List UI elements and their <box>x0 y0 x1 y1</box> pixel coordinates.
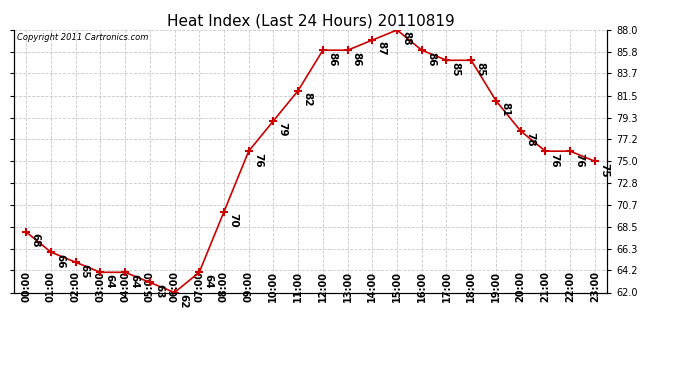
Text: 70: 70 <box>228 213 238 228</box>
Text: 81: 81 <box>500 102 510 117</box>
Text: 86: 86 <box>426 52 436 66</box>
Text: 68: 68 <box>30 233 40 248</box>
Text: 65: 65 <box>80 264 90 278</box>
Text: 62: 62 <box>179 294 188 308</box>
Text: 76: 76 <box>253 153 263 167</box>
Text: 64: 64 <box>129 274 139 288</box>
Text: 88: 88 <box>401 32 411 46</box>
Text: 63: 63 <box>154 284 164 298</box>
Text: 76: 76 <box>549 153 560 167</box>
Text: 64: 64 <box>104 274 115 288</box>
Text: 85: 85 <box>451 62 461 76</box>
Text: 85: 85 <box>475 62 485 76</box>
Text: 75: 75 <box>599 163 609 177</box>
Text: 66: 66 <box>55 254 65 268</box>
Text: 86: 86 <box>327 52 337 66</box>
Text: 78: 78 <box>525 132 535 147</box>
Text: Copyright 2011 Cartronics.com: Copyright 2011 Cartronics.com <box>17 33 148 42</box>
Title: Heat Index (Last 24 Hours) 20110819: Heat Index (Last 24 Hours) 20110819 <box>166 14 455 29</box>
Text: 79: 79 <box>277 122 288 137</box>
Text: 82: 82 <box>302 92 313 106</box>
Text: 87: 87 <box>377 42 386 56</box>
Text: 76: 76 <box>574 153 584 167</box>
Text: 64: 64 <box>204 274 213 288</box>
Text: 86: 86 <box>352 52 362 66</box>
